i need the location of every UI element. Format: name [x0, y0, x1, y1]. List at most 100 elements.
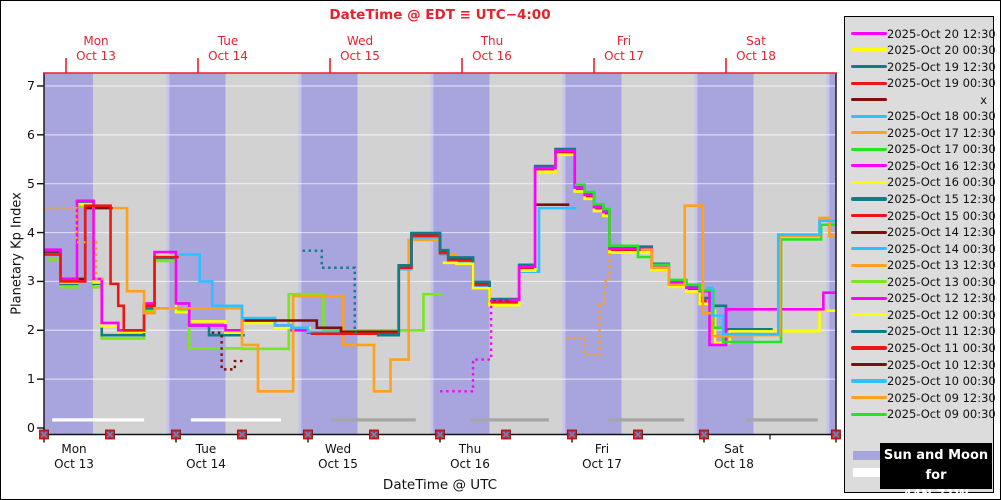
legend-label: 2025-Oct 20 00:30 — [887, 43, 996, 58]
top-day-weekday: Fri — [616, 34, 632, 48]
legend-item: 2025-Oct 19 12:30 — [845, 58, 996, 75]
legend-line-swatch — [851, 412, 887, 416]
legend-line-swatch — [851, 346, 887, 350]
axis-marker-x-icon — [106, 431, 114, 438]
moon-bar — [52, 418, 145, 422]
legend-item: 2025-Oct 11 12:30 — [845, 323, 996, 340]
legend-label: 2025-Oct 11 00:30 — [887, 340, 996, 355]
top-day-date: Oct 16 — [472, 49, 512, 63]
bottom-day-weekday: Thu — [458, 442, 482, 456]
legend-line-swatch — [851, 147, 887, 151]
legend-label: 2025-Oct 09 00:30 — [887, 407, 996, 422]
night-band — [829, 73, 836, 435]
legend-line-swatch — [851, 263, 887, 267]
legend-line-swatch — [851, 362, 887, 367]
y-tick-label: 3 — [27, 273, 35, 289]
night-band-swatch — [853, 451, 887, 460]
axis-marker-x-icon — [304, 431, 312, 438]
bottom-day-date: Oct 15 — [318, 457, 358, 471]
top-axis-day-label: Mon Oct 13 — [56, 34, 136, 64]
bottom-axis-day-label: Tue Oct 14 — [166, 442, 246, 472]
bottom-day-weekday: Wed — [324, 442, 352, 456]
legend-line-swatch — [851, 379, 887, 383]
top-day-date: Oct 14 — [208, 49, 248, 63]
top-day-weekday: Thu — [480, 34, 504, 48]
legend-item: 2025-Oct 16 00:30 — [845, 174, 996, 191]
kp-series-dotted-maroon — [211, 331, 245, 371]
top-day-weekday: Mon — [83, 34, 109, 48]
y-tick-label: 1 — [27, 371, 35, 387]
top-day-date: Oct 13 — [76, 49, 116, 63]
chart-title: DateTime @ EDT ≡ UTC−4:00 — [329, 7, 551, 23]
x-axis-label: DateTime @ UTC — [382, 477, 498, 493]
twilight-band — [166, 73, 170, 435]
legend-item: 2025-Oct 19 00:30 — [845, 75, 996, 92]
kp-series-2025-oct-11-00-30 — [44, 204, 179, 332]
legend-item: 2025-Oct 16 12:30 — [845, 157, 996, 174]
legend-line-swatch — [851, 131, 887, 135]
moon-bar-swatch — [853, 468, 887, 477]
y-tick-label: 6 — [27, 126, 35, 142]
kp-series-dotted-teal — [302, 249, 361, 334]
legend-item: 2025-Oct 18 00:30 — [845, 108, 996, 125]
top-day-weekday: Tue — [217, 34, 239, 48]
axis-marker-x-icon — [40, 431, 48, 438]
legend-item: 2025-Oct 13 12:30 — [845, 257, 996, 274]
top-day-date: Oct 15 — [340, 49, 380, 63]
top-day-weekday: Wed — [346, 34, 374, 48]
legend-line-swatch — [851, 81, 887, 85]
legend-label: 2025-Oct 15 12:30 — [887, 192, 996, 206]
sun-moon-caption-line2: 44N 71W — [903, 488, 969, 500]
legend-item: 2025-Oct 14 12:30 — [845, 224, 996, 241]
bottom-axis-day-label: Mon Oct 13 — [34, 442, 114, 472]
axis-marker-x-icon — [832, 431, 840, 438]
axis-marker-x-icon — [172, 431, 180, 438]
axis-marker-x-icon — [700, 431, 708, 438]
legend-line-swatch — [851, 197, 887, 201]
kp-series-dotted-magenta — [440, 299, 506, 393]
legend-line-swatch — [851, 247, 887, 251]
top-axis-day-label: Wed Oct 15 — [320, 34, 400, 64]
legend-line-swatch — [851, 48, 887, 52]
legend-label: 2025-Oct 16 00:30 — [887, 175, 996, 190]
top-axis-day-label: Thu Oct 16 — [452, 34, 532, 64]
legend-label: 2025-Oct 17 00:30 — [887, 142, 996, 157]
bottom-day-date: Oct 16 — [450, 457, 490, 471]
top-day-weekday: Sat — [746, 34, 766, 48]
kp-series-2025-oct-13-00-30 — [46, 205, 443, 351]
y-tick-label: 7 — [27, 77, 35, 93]
legend-label: 2025-Oct 12 00:30 — [887, 307, 996, 322]
legend-item: 2025-Oct 20 00:30 — [845, 42, 996, 59]
top-day-date: Oct 18 — [736, 49, 776, 63]
legend-label: 2025-Oct 13 12:30 — [887, 258, 996, 273]
twilight-band — [562, 73, 566, 435]
legend-item: 2025-Oct 12 00:30 — [845, 306, 996, 323]
y-tick-label: 4 — [27, 224, 35, 240]
legend-item: 2025-Oct 10 00:30 — [845, 373, 996, 390]
bottom-axis-day-label: Sat Oct 18 — [694, 442, 774, 472]
legend-item: 2025-Oct 09 12:30 — [845, 389, 996, 406]
legend-item: x — [845, 91, 993, 108]
legend-line-swatch — [851, 114, 887, 118]
legend-label: 2025-Oct 14 00:30 — [887, 241, 996, 256]
axis-marker-x-icon — [568, 431, 576, 438]
top-axis-day-label: Fri Oct 17 — [584, 34, 664, 64]
kp-series-dotted-orange-2 — [566, 253, 614, 356]
legend: Sun and Moon for 44N 71W 2025-Oct 20 12:… — [844, 16, 996, 499]
sun-moon-caption-line1: Sun and Moon for — [883, 448, 989, 483]
top-axis-day-label: Sat Oct 18 — [716, 34, 796, 64]
legend-line-swatch — [851, 230, 887, 234]
legend-item: 2025-Oct 09 00:30 — [845, 406, 996, 423]
legend-item: 2025-Oct 17 12:30 — [845, 124, 996, 141]
legend-item: 2025-Oct 13 00:30 — [845, 273, 996, 290]
legend-label: 2025-Oct 13 00:30 — [887, 274, 996, 289]
night-band — [301, 73, 358, 435]
bottom-axis-day-label: Thu Oct 16 — [430, 442, 510, 472]
legend-line-swatch — [851, 65, 887, 69]
legend-line-swatch — [851, 313, 887, 317]
axis-marker-x-icon — [634, 431, 642, 438]
legend-item: 2025-Oct 12 12:30 — [845, 290, 996, 307]
top-day-date: Oct 17 — [604, 49, 644, 63]
y-tick-label: 2 — [27, 322, 35, 338]
